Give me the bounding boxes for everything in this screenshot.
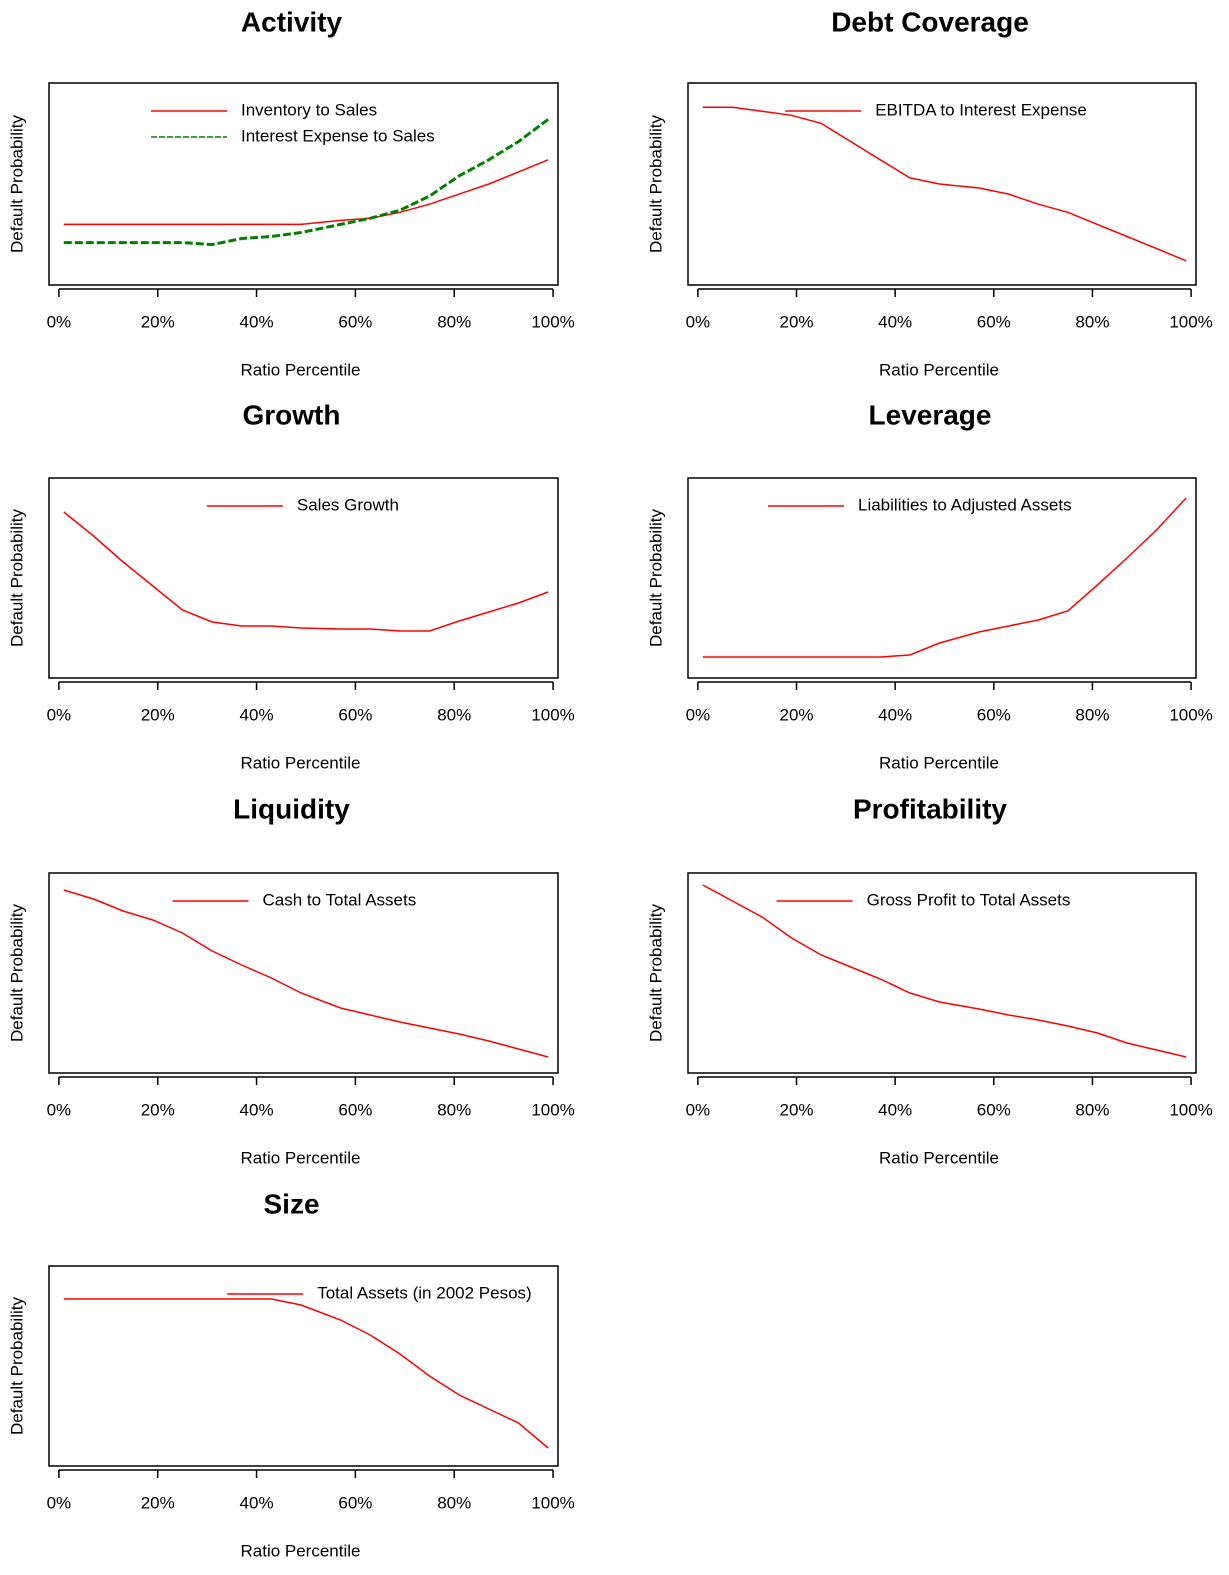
x-tick-label: 0% — [47, 1100, 72, 1119]
x-tick-label: 20% — [141, 1100, 175, 1119]
x-tick-label: 20% — [141, 312, 175, 331]
legend-label: Inventory to Sales — [241, 100, 377, 119]
legend-label: Gross Profit to Total Assets — [867, 890, 1071, 909]
x-tick-label: 20% — [141, 1493, 175, 1512]
x-tick-label: 20% — [779, 705, 813, 724]
x-axis-label: Ratio Percentile — [240, 753, 360, 772]
y-axis-label: Default Probability — [7, 115, 26, 253]
x-tick-label: 60% — [977, 312, 1011, 331]
x-axis-label: Ratio Percentile — [240, 1148, 360, 1167]
chart-panel: Profitability 0% 20% 40% 60% 80% 100% Ratio Per… — [646, 793, 1212, 1167]
y-axis-label: Default Probability — [646, 115, 665, 253]
x-axis-label: Ratio Percentile — [879, 1148, 999, 1167]
x-tick-label: 0% — [686, 705, 711, 724]
y-axis-label: Default Probability — [7, 1297, 26, 1435]
x-tick-label: 100% — [1169, 1100, 1212, 1119]
y-axis-label: Default Probability — [646, 509, 665, 647]
x-tick-label: 80% — [437, 1100, 471, 1119]
chart-title: Activity — [241, 6, 343, 37]
x-tick-label: 40% — [240, 1493, 274, 1512]
x-tick-label: 80% — [1075, 1100, 1109, 1119]
y-axis-label: Default Probability — [646, 904, 665, 1042]
chart-title: Size — [263, 1188, 319, 1219]
x-tick-label: 80% — [437, 312, 471, 331]
x-tick-label: 80% — [437, 705, 471, 724]
x-axis-label: Ratio Percentile — [240, 1541, 360, 1560]
x-axis-label: Ratio Percentile — [240, 360, 360, 379]
plot-frame — [48, 1265, 559, 1467]
chart-panel: Size 0% 20% 40% 60% 80% 100% Ratio Percentile De… — [7, 1188, 574, 1560]
x-tick-label: 0% — [47, 312, 72, 331]
x-tick-label: 80% — [437, 1493, 471, 1512]
x-tick-label: 100% — [531, 705, 574, 724]
plot-frame — [48, 872, 559, 1074]
y-axis-label: Default Probability — [7, 904, 26, 1042]
x-tick-label: 60% — [977, 705, 1011, 724]
x-tick-label: 80% — [1075, 312, 1109, 331]
legend-label: Sales Growth — [297, 495, 399, 514]
chart-panel: Leverage 0% 20% 40% 60% 80% 100% Ratio Percenti… — [646, 399, 1212, 772]
x-tick-label: 40% — [240, 705, 274, 724]
x-tick-label: 0% — [47, 705, 72, 724]
x-tick-label: 60% — [338, 1493, 372, 1512]
x-tick-label: 0% — [686, 1100, 711, 1119]
x-tick-label: 60% — [977, 1100, 1011, 1119]
x-tick-label: 0% — [686, 312, 711, 331]
x-tick-label: 20% — [779, 1100, 813, 1119]
x-axis-label: Ratio Percentile — [879, 753, 999, 772]
series-line — [63, 1298, 549, 1449]
plot-frame — [687, 82, 1197, 286]
x-tick-label: 100% — [531, 312, 574, 331]
plot-frame — [48, 477, 559, 679]
x-tick-label: 20% — [141, 705, 175, 724]
series-line — [63, 889, 549, 1058]
chart-title: Liquidity — [233, 793, 350, 824]
x-tick-label: 80% — [1075, 705, 1109, 724]
x-tick-label: 0% — [47, 1493, 72, 1512]
x-axis-label: Ratio Percentile — [879, 360, 999, 379]
chart-title: Growth — [243, 399, 341, 430]
x-tick-label: 100% — [531, 1100, 574, 1119]
x-tick-label: 40% — [240, 1100, 274, 1119]
chart-panel: Activity 0% 20% 40% 60% 80% 100% Ratio Percenti… — [7, 6, 574, 379]
series-line — [63, 511, 549, 632]
chart-title: Profitability — [853, 793, 1007, 824]
x-tick-label: 100% — [1169, 705, 1212, 724]
chart-title: Leverage — [869, 399, 992, 430]
legend-label: Liabilities to Adjusted Assets — [858, 495, 1072, 514]
x-tick-label: 40% — [240, 312, 274, 331]
chart-panel: Liquidity 0% 20% 40% 60% 80% 100% Ratio Percent… — [7, 793, 574, 1167]
legend-label: Cash to Total Assets — [263, 890, 417, 909]
legend-label: Interest Expense to Sales — [241, 126, 435, 145]
series-line — [63, 159, 549, 226]
x-tick-label: 100% — [1169, 312, 1212, 331]
y-axis-label: Default Probability — [7, 509, 26, 647]
plot-frame — [687, 872, 1197, 1074]
legend-label: EBITDA to Interest Expense — [875, 100, 1087, 119]
x-tick-label: 60% — [338, 1100, 372, 1119]
x-tick-label: 60% — [338, 312, 372, 331]
series-line — [63, 118, 549, 247]
legend-label: Total Assets (in 2002 Pesos) — [317, 1283, 532, 1302]
x-tick-label: 100% — [531, 1493, 574, 1512]
chart-panel: Debt Coverage 0% 20% 40% 60% 80% 100% Ratio Per… — [646, 6, 1212, 379]
x-tick-label: 40% — [878, 705, 912, 724]
x-tick-label: 40% — [878, 312, 912, 331]
series-line — [702, 884, 1187, 1058]
series-line — [702, 497, 1187, 658]
x-tick-label: 40% — [878, 1100, 912, 1119]
x-tick-label: 20% — [779, 312, 813, 331]
chart-title: Debt Coverage — [831, 6, 1029, 37]
plot-frame — [687, 477, 1197, 679]
x-tick-label: 60% — [338, 705, 372, 724]
chart-panel: Growth 0% 20% 40% 60% 80% 100% Ratio Percentile… — [7, 399, 574, 772]
plot-frame — [48, 82, 559, 286]
series-line — [702, 106, 1187, 262]
